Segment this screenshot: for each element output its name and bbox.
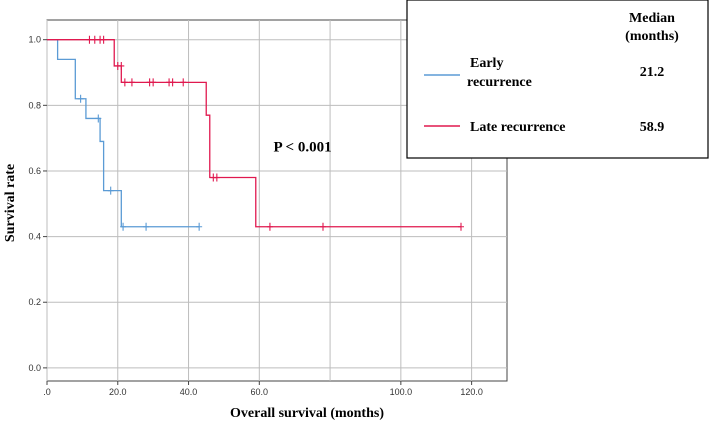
censor-mark-1-16 <box>320 222 326 231</box>
legend-label-early-line1: Early <box>470 56 503 71</box>
censor-mark-1-7 <box>128 78 135 87</box>
y-axis-title: Survival rate <box>3 164 18 242</box>
censor-mark-1-0 <box>86 35 93 44</box>
series-group <box>47 35 464 231</box>
legend-median-late: 58.9 <box>640 120 665 135</box>
x-axis-title: Overall survival (months) <box>230 406 384 421</box>
legend-box <box>406 0 709 159</box>
censor-mark-1-11 <box>169 78 176 87</box>
series-0 <box>47 39 203 231</box>
censor-mark-1-12 <box>180 78 187 87</box>
y-tick-label-5: 1.0 <box>28 35 41 45</box>
x-tick-label-1: 20.0 <box>109 387 127 397</box>
y-tick-label-2: 0.4 <box>28 232 41 242</box>
censor-mark-0-2 <box>107 186 114 195</box>
grid <box>46 20 507 381</box>
legend-median-early: 21.2 <box>640 65 665 80</box>
legend: Median (months) Early recurrence 21.2 La… <box>406 0 709 159</box>
series-1 <box>47 35 464 231</box>
series-line-0 <box>47 39 200 228</box>
y-tick-label-4: 0.8 <box>28 100 41 110</box>
legend-header-line1: Median <box>629 11 675 26</box>
censor-mark-0-4 <box>143 222 150 231</box>
x-tick-label-0: .0 <box>43 387 51 397</box>
x-tick-label-5: 120.0 <box>460 387 483 397</box>
x-tick-label-4: 100.0 <box>390 387 413 397</box>
y-axis-ticks: 0.0 0.2 0.4 0.6 0.8 1.0 <box>28 35 47 373</box>
y-tick-label-1: 0.2 <box>28 297 41 307</box>
censor-mark-1-15 <box>266 222 273 231</box>
censor-mark-1-5 <box>118 61 125 70</box>
censor-mark-1-6 <box>121 78 128 87</box>
censor-mark-0-0 <box>77 94 84 103</box>
y-tick-label-3: 0.6 <box>28 166 41 176</box>
p-value-annotation: P < 0.001 <box>273 139 331 155</box>
censor-mark-1-1 <box>91 35 98 44</box>
censor-mark-1-17 <box>458 222 464 231</box>
censor-mark-1-3 <box>100 35 107 44</box>
x-axis-ticks: .0 20.0 40.0 60.0 100.0 120.0 <box>43 381 483 397</box>
censor-mark-1-14 <box>213 173 220 182</box>
y-tick-label-0: 0.0 <box>28 363 41 373</box>
censor-mark-0-3 <box>120 222 127 231</box>
x-tick-label-3: 60.0 <box>251 387 269 397</box>
series-line-1 <box>47 39 461 228</box>
legend-header-line2: (months) <box>625 29 679 44</box>
censor-mark-0-1 <box>95 114 102 123</box>
censor-mark-1-9 <box>150 78 157 87</box>
x-tick-label-2: 40.0 <box>180 387 198 397</box>
legend-label-early-line2: recurrence <box>467 75 532 90</box>
legend-label-late: Late recurrence <box>470 120 566 135</box>
censor-mark-0-5 <box>196 222 203 231</box>
